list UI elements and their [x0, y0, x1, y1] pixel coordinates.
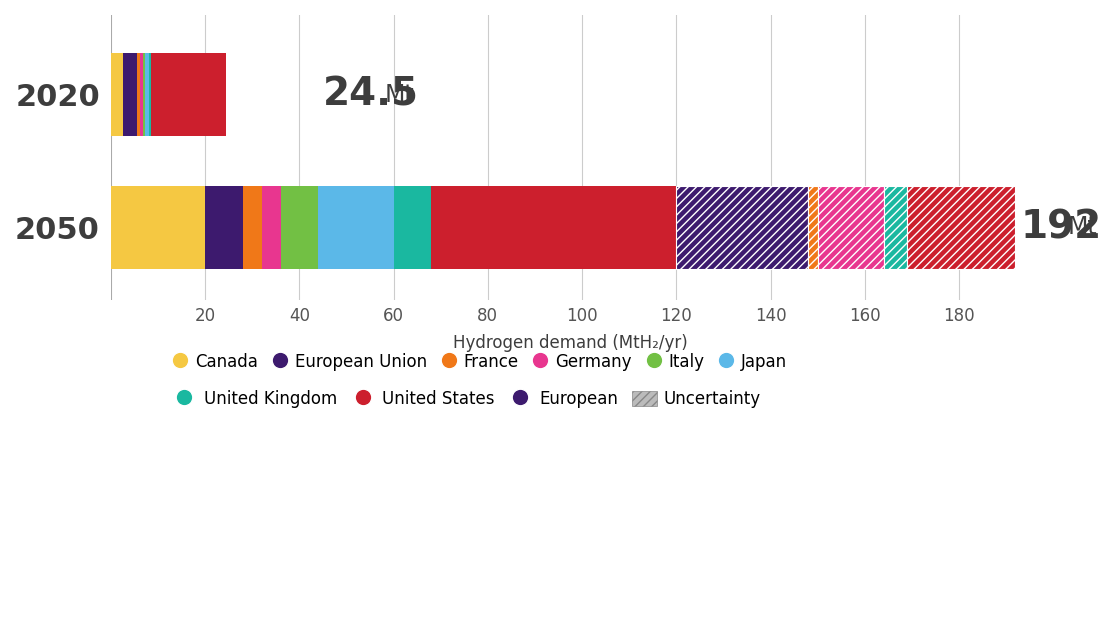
Bar: [318, 187, 393, 269]
Bar: [676, 187, 809, 269]
Bar: [818, 187, 884, 269]
Bar: [431, 187, 676, 269]
Bar: [151, 53, 227, 136]
Text: 24.5: 24.5: [323, 75, 419, 114]
Bar: [884, 187, 907, 269]
Text: Mt: Mt: [384, 83, 414, 107]
Bar: [206, 187, 242, 269]
Bar: [145, 53, 149, 136]
Bar: [111, 187, 206, 269]
Bar: [393, 187, 431, 269]
Bar: [149, 53, 151, 136]
Bar: [111, 53, 123, 136]
Bar: [907, 187, 1015, 269]
Text: 192: 192: [1020, 208, 1101, 246]
Bar: [261, 187, 280, 269]
Bar: [809, 187, 818, 269]
Bar: [242, 187, 261, 269]
Bar: [143, 53, 145, 136]
Bar: [137, 53, 141, 136]
Text: Mt: Mt: [1068, 215, 1097, 239]
X-axis label: Hydrogen demand (MtH₂/yr): Hydrogen demand (MtH₂/yr): [452, 333, 688, 352]
Bar: [141, 53, 143, 136]
Bar: [280, 187, 318, 269]
Legend: United Kingdom, United States, European, Uncertainty: United Kingdom, United States, European,…: [165, 384, 767, 414]
Bar: [123, 53, 137, 136]
